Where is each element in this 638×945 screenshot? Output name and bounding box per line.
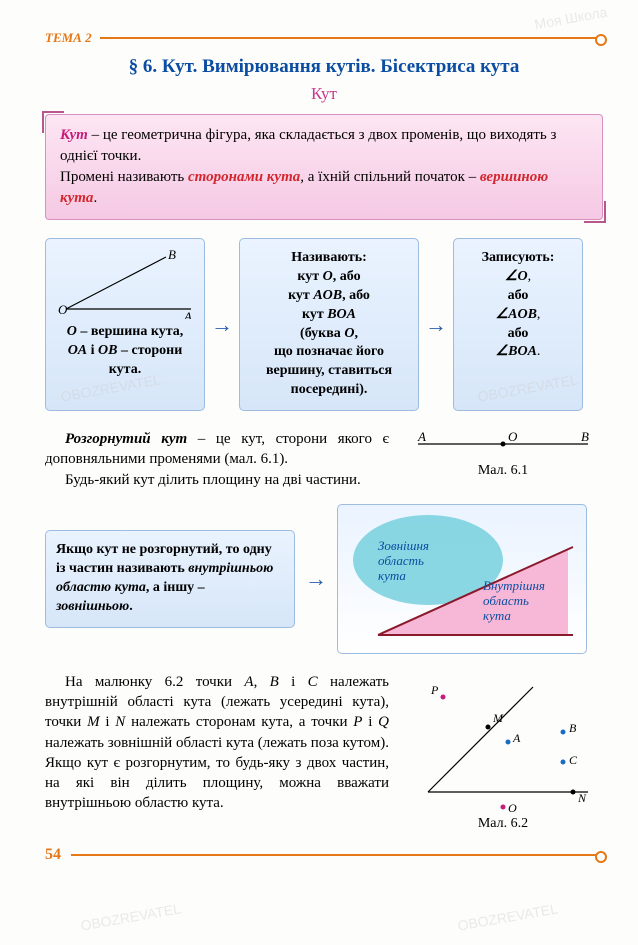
figure-6-2: P M A B C Q N Мал. 6.2 — [403, 672, 603, 832]
svg-text:A: A — [417, 429, 426, 444]
svg-text:P: P — [430, 683, 439, 697]
para2-text: На малюнку 6.2 точки A, B і C належать в… — [45, 672, 389, 814]
region-definition-box: Якщо кут не розгорнутий, то одну із част… — [45, 530, 295, 628]
subsection-title: Кут — [45, 84, 603, 104]
term-sides: сторонами кута — [188, 169, 300, 185]
region-diagram: Зовнішня область кута Внутрішня область … — [337, 504, 587, 654]
svg-text:B: B — [569, 721, 577, 735]
tema-header: ТЕМА 2 — [45, 30, 603, 46]
para-straight-angle: Розгорнутий кут – це кут, сторони якого … — [45, 429, 603, 490]
header-rule — [100, 37, 603, 39]
watermark: OBOZREVATEL — [79, 900, 182, 933]
tema-label: ТЕМА 2 — [45, 30, 92, 46]
svg-text:M: M — [492, 711, 504, 725]
svg-text:Внутрішня: Внутрішня — [483, 578, 545, 593]
definition-box: Кут – це геометрична фігура, яка складає… — [45, 114, 603, 220]
region-row: Якщо кут не розгорнутий, то одну із част… — [45, 504, 603, 654]
footer: 54 — [45, 846, 603, 864]
para-points: На малюнку 6.2 точки A, B і C належать в… — [45, 672, 603, 832]
naming-box: Називають: кут O, або кут AOB, або кут B… — [239, 238, 419, 411]
svg-text:область: область — [483, 593, 529, 608]
svg-text:Зовнішня: Зовнішня — [378, 538, 429, 553]
svg-text:кута: кута — [483, 608, 511, 623]
notation-box: Записують: ∠O, або ∠AOB, або ∠BOA. — [453, 238, 583, 411]
section-title: § 6. Кут. Вимірювання кутів. Бісектриса … — [45, 56, 603, 78]
footer-rule — [71, 854, 603, 856]
watermark: Моя Школа — [534, 4, 609, 33]
page-number: 54 — [45, 846, 61, 864]
watermark: OBOZREVATEL — [456, 900, 559, 933]
svg-text:Q: Q — [508, 801, 517, 812]
svg-text:B: B — [581, 429, 589, 444]
svg-text:B: B — [168, 249, 176, 262]
svg-text:A: A — [512, 731, 521, 745]
term-kut: Кут — [60, 127, 88, 143]
svg-text:кута: кута — [378, 568, 406, 583]
svg-text:O: O — [58, 302, 68, 317]
naming-row: O A B O – вершина кута, OA і OB – сторон… — [45, 238, 603, 411]
svg-text:A: A — [183, 309, 192, 319]
arrow-icon: → — [211, 238, 233, 411]
svg-text:O: O — [508, 429, 518, 444]
arrow-icon: → — [425, 238, 447, 411]
svg-text:C: C — [569, 753, 578, 767]
svg-text:область: область — [378, 553, 424, 568]
arrow-icon: → — [305, 566, 327, 592]
angle-diagram: O A B — [56, 249, 196, 319]
svg-text:N: N — [577, 791, 587, 805]
figure-6-1: A O B Мал. 6.1 — [403, 429, 603, 490]
angle-figure-box: O A B O – вершина кута, OA і OB – сторон… — [45, 238, 205, 411]
